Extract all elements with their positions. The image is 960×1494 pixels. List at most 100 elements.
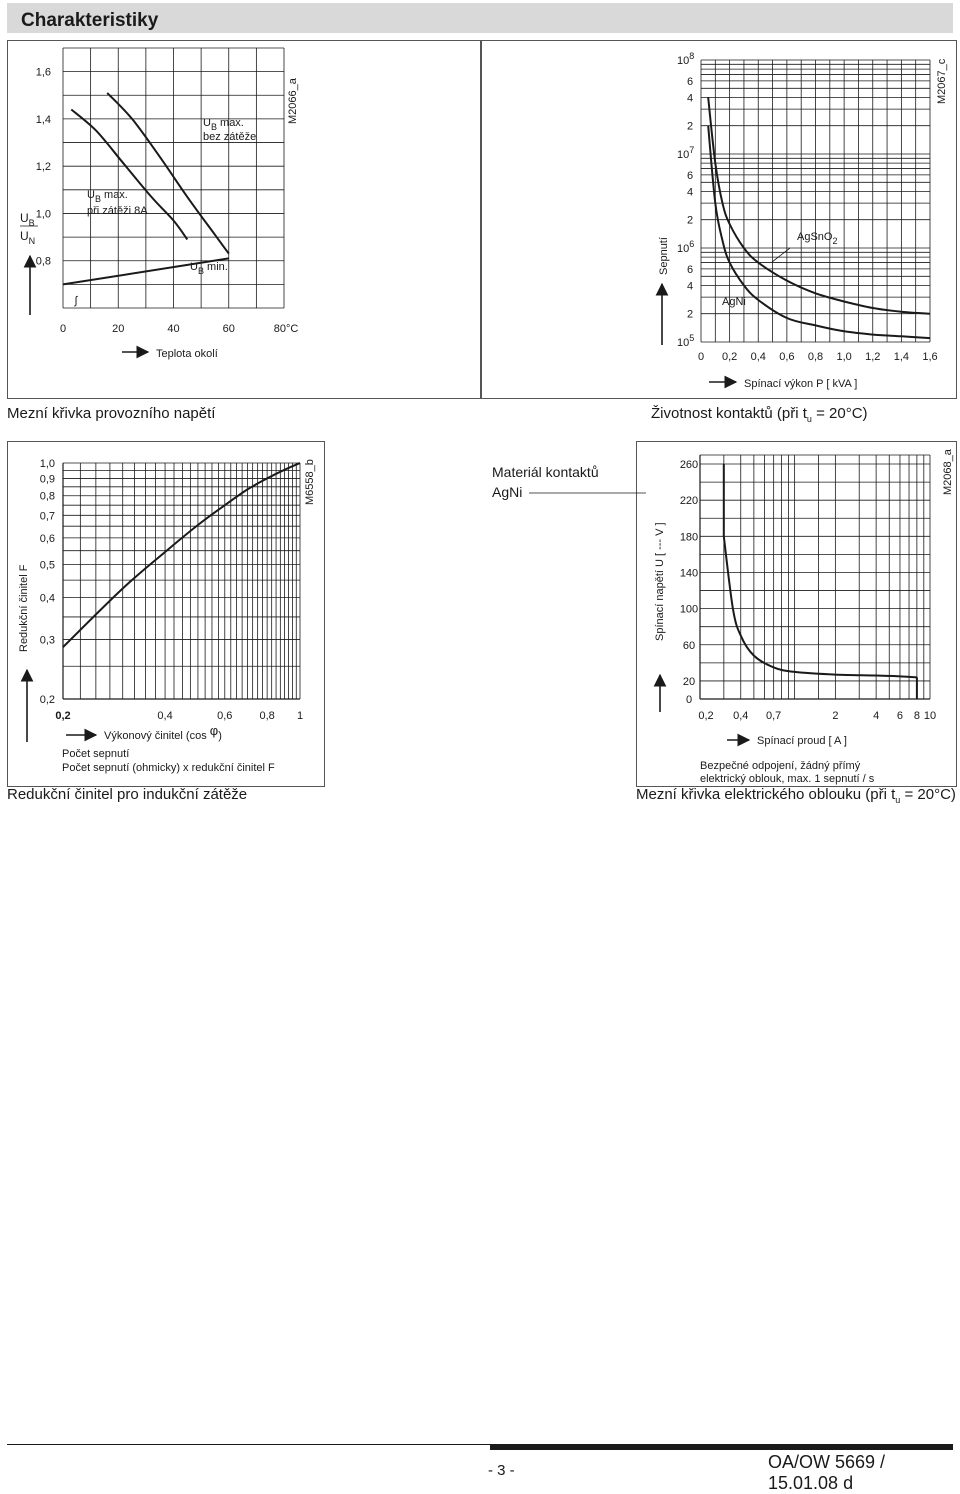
- legend-title-material: Materiál kontaktů: [492, 464, 599, 480]
- x-tick-label: 1,2: [865, 351, 880, 363]
- grid-layer: [62, 47, 931, 700]
- y-tick-label: 0,5: [40, 560, 55, 572]
- x-tick-label: 1,4: [894, 351, 909, 363]
- series-label-ub-max-load: UB max.: [87, 189, 128, 204]
- y-tick-label: 260: [680, 459, 698, 471]
- series-label-ub-max-load-2: při zátěži 8A: [87, 205, 148, 217]
- y-tick-label: 105: [677, 333, 694, 349]
- footer-layer: [7, 1444, 953, 1450]
- x-tick-label: 80°C: [274, 323, 299, 335]
- panel-operating-voltage: [7, 40, 481, 399]
- x-tick-label: 2: [832, 710, 838, 722]
- y-tick-label: 100: [680, 604, 698, 616]
- y-tick-label: 0,8: [36, 256, 51, 268]
- y-tick-label: 2: [687, 121, 693, 133]
- x-tick-label: 1,6: [922, 351, 937, 363]
- footer-rule: [7, 1444, 953, 1445]
- series-leader-agsno2: [771, 247, 791, 263]
- x-tick-label: 20: [112, 323, 124, 335]
- series-label-ub-min: UB min.: [190, 261, 228, 276]
- x-tick-label: 0,8: [808, 351, 823, 363]
- x-tick-label: 0,4: [733, 710, 748, 722]
- legend-title-agni: AgNi: [492, 484, 522, 500]
- series-label-agsno2: AgSnO2: [797, 231, 837, 246]
- x-tick-label: 0,2: [698, 710, 713, 722]
- y-tick-label: 4: [687, 186, 693, 198]
- legend-line-2: Počet sepnutí (ohmicky) x redukční činit…: [62, 762, 275, 774]
- y-tick-label: 6: [687, 264, 693, 276]
- y-tick-label: 1,6: [36, 67, 51, 79]
- x-axis-label: Spínací výkon P [ kVA ]: [744, 378, 857, 390]
- page-number: - 3 -: [488, 1462, 515, 1479]
- x-tick-label: 8: [914, 710, 920, 722]
- y-tick-label: 20: [683, 676, 695, 688]
- figure-code: M2067_c: [936, 58, 948, 104]
- caption-arc-limit-end: = 20°C): [900, 786, 956, 803]
- x-tick-label: 0,6: [217, 710, 232, 722]
- x-tick-label: 40: [167, 323, 179, 335]
- caption-operating-voltage: Mezní křivka provozního napětí: [7, 405, 216, 422]
- y-tick-label: 180: [680, 531, 698, 543]
- y-tick-label: 2: [687, 309, 693, 321]
- y-axis-label: Redukční činitel F: [18, 564, 30, 652]
- x-axis-label: Spínací proud [ A ]: [757, 735, 847, 747]
- y-tick-label: 0,9: [40, 473, 55, 485]
- series-label-ub-max-no-load-2: bez zátěže: [203, 131, 256, 143]
- series-line-1: [707, 125, 931, 340]
- x-tick-label: 1,0: [836, 351, 851, 363]
- x-tick-label: 0,2: [722, 351, 737, 363]
- series-label-ub-max-no-load: UB max.: [203, 117, 244, 132]
- caption-contact-life-text: Životnost kontaktů (při t: [651, 405, 807, 422]
- y-tick-label: 1,0: [40, 458, 55, 470]
- y-tick-label: 140: [680, 567, 698, 579]
- y-tick-label: 6: [687, 170, 693, 182]
- x-tick-label: 1: [297, 710, 303, 722]
- x-tick-label: 60: [223, 323, 235, 335]
- y-tick-label: 0,7: [40, 510, 55, 522]
- series-line-0: [106, 92, 230, 255]
- annotation-line-1: Bezpečné odpojení, žádný přímý: [700, 760, 861, 772]
- caption-contact-life: Životnost kontaktů (při tu = 20°C): [651, 405, 868, 424]
- y-tick-label: 0,4: [40, 592, 55, 604]
- y-tick-label: 107: [677, 145, 694, 161]
- y-tick-label: 220: [680, 495, 698, 507]
- x-tick-label: 4: [873, 710, 879, 722]
- caption-reduction-factor: Redukční činitel pro indukční zátěže: [7, 786, 248, 803]
- y-tick-label: 0: [686, 694, 692, 706]
- y-tick-label: 0,3: [40, 635, 55, 647]
- y-tick-label: 0,2: [40, 694, 55, 706]
- axis-break-mark: ∫: [73, 295, 78, 307]
- curves-layer: [62, 92, 931, 699]
- y-tick-label: 1,0: [36, 208, 51, 220]
- y-tick-label: 108: [677, 51, 694, 67]
- y-tick-label: 60: [683, 640, 695, 652]
- x-tick-label: 0,8: [259, 710, 274, 722]
- y-tick-label: 0,6: [40, 533, 55, 545]
- figure-code: M2068_a: [942, 448, 954, 495]
- y-tick-label: 2: [687, 215, 693, 227]
- caption-arc-limit-sub: u: [895, 795, 901, 805]
- caption-contact-life-end: = 20°C): [811, 405, 868, 422]
- annotation-line-2: elektrický oblouk, max. 1 sepnutí / s: [700, 773, 875, 785]
- x-tick-label: 0,4: [157, 710, 172, 722]
- footer-tab: [490, 1444, 953, 1450]
- figure-code: M2066_a: [287, 77, 299, 124]
- series-line-0: [707, 97, 931, 315]
- page-title: Charakteristiky: [21, 10, 159, 31]
- y-tick-label: 6: [687, 76, 693, 88]
- header-bar: Charakteristiky: [7, 3, 953, 33]
- caption-arc-limit-text: Mezní křivka elektrického oblouku (při t: [636, 786, 896, 803]
- y-tick-label: 106: [677, 239, 694, 255]
- x-tick-label: 0: [60, 323, 66, 335]
- x-axis-label: Teplota okolí: [156, 348, 218, 360]
- x-tick-label: 0,7: [766, 710, 781, 722]
- series-line-1: [70, 108, 189, 241]
- y-axis-label-den: UN: [20, 229, 35, 246]
- x-tick-label: 0,4: [751, 351, 766, 363]
- y-tick-label: 1,2: [36, 161, 51, 173]
- doc-reference: OA/OW 5669 / 15.01.08 d: [768, 1452, 886, 1493]
- y-tick-label: 0,8: [40, 491, 55, 503]
- series-line-0: [62, 462, 301, 648]
